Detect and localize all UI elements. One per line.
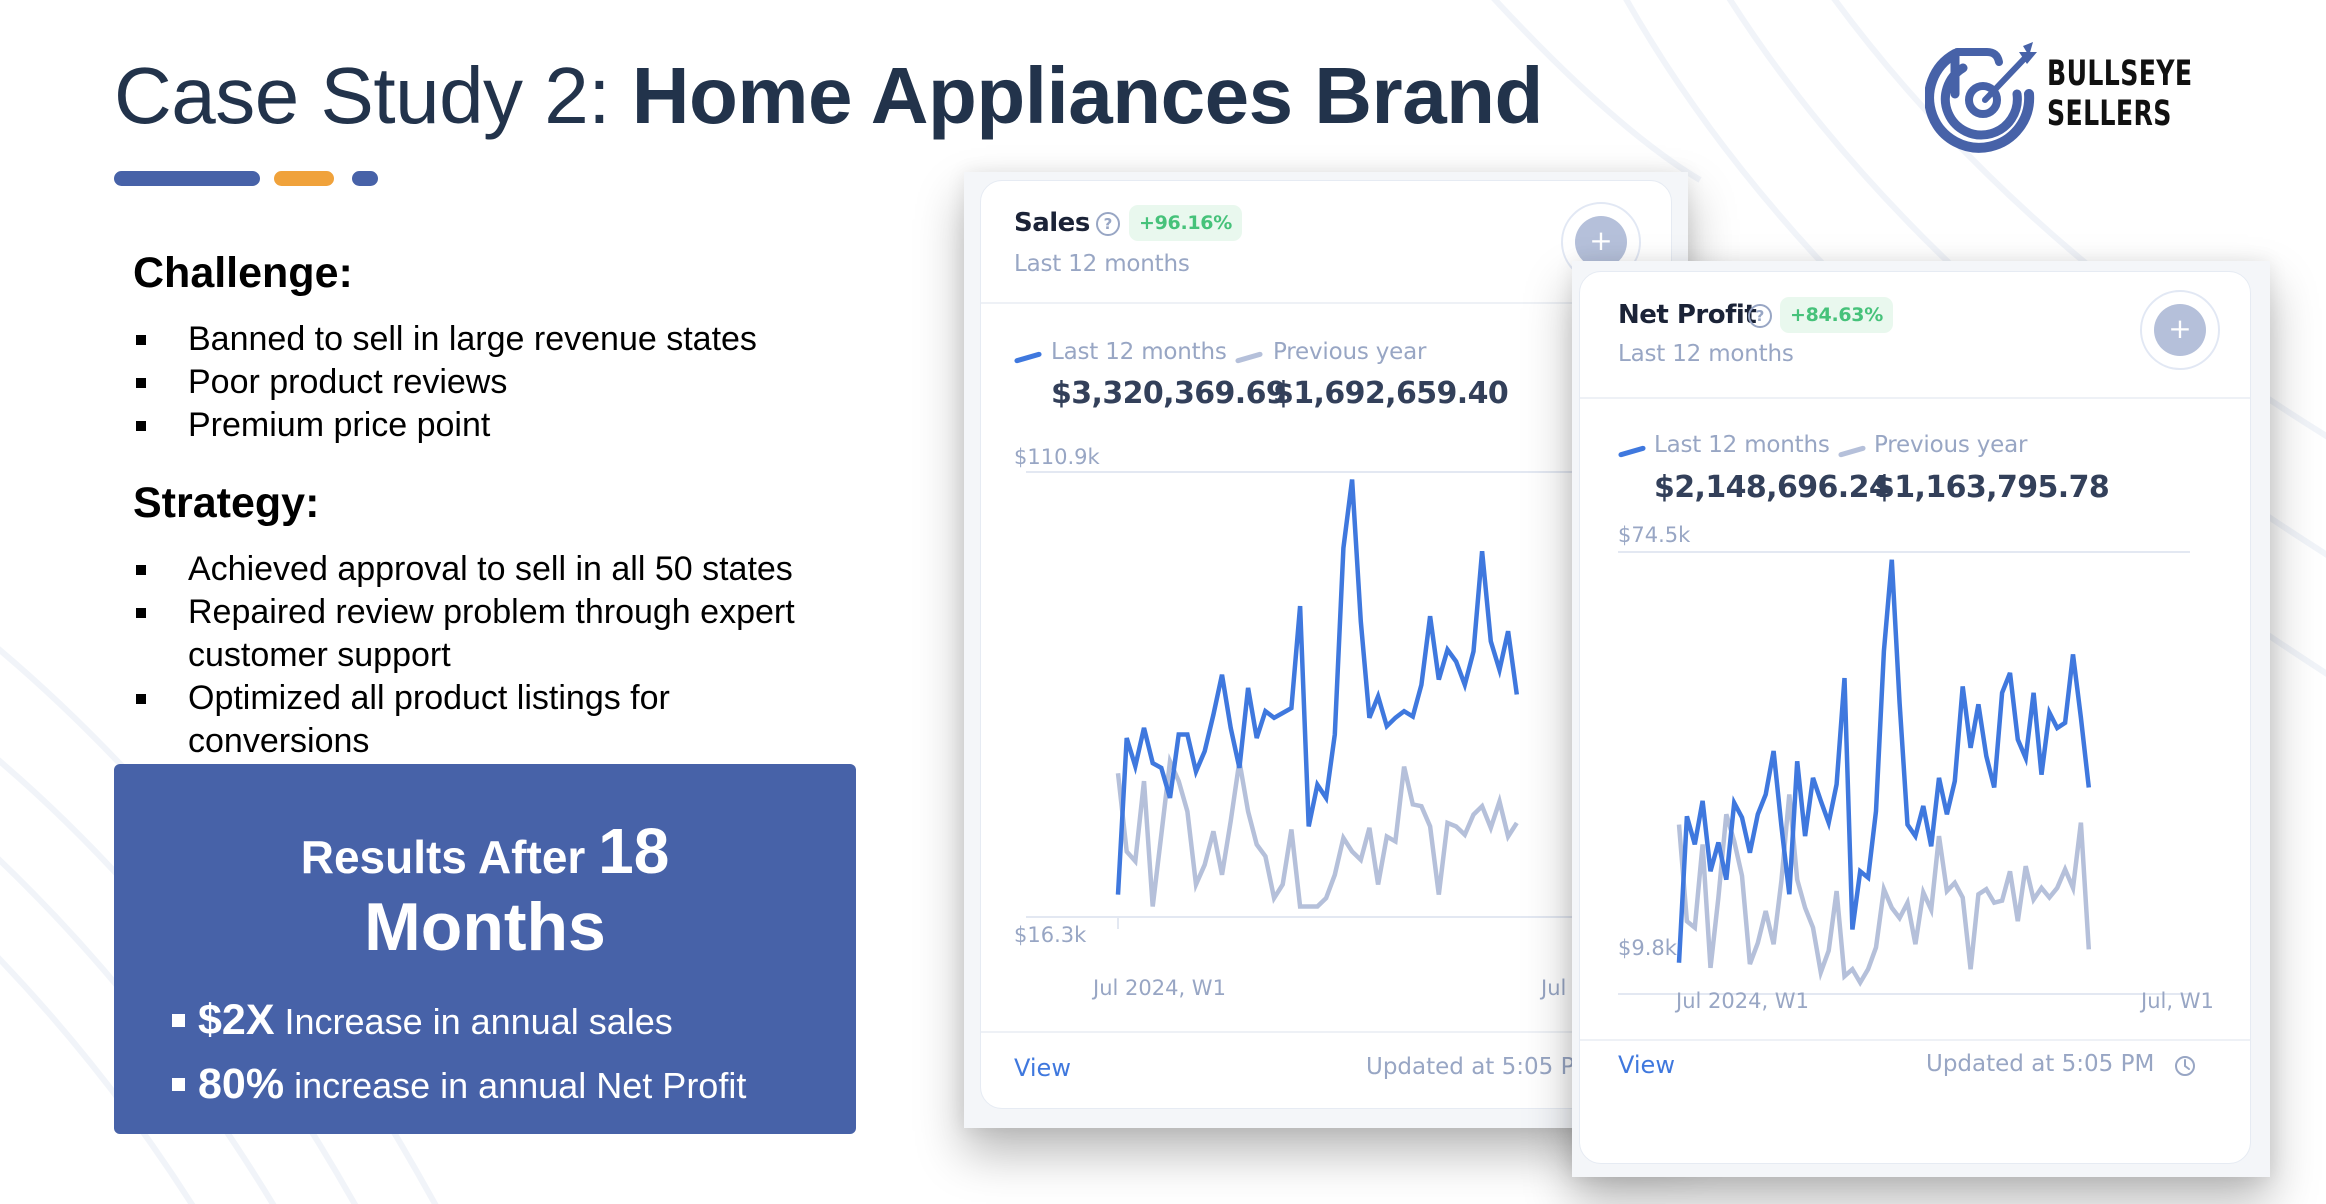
accent-bar-3 <box>352 171 378 186</box>
view-link[interactable]: View <box>1618 1051 1675 1079</box>
results-heading-months: Months <box>364 889 606 965</box>
results-box: Results After 18 Months $2X Increase in … <box>114 764 856 1134</box>
change-badge: +84.63% <box>1780 297 1893 333</box>
x-axis-start-label: Jul 2024, W1 <box>1093 976 1226 1000</box>
x-axis-end-label: Jul <box>1541 976 1567 1000</box>
series-line-previous-year <box>1115 752 1519 909</box>
logo-line-2: SELLERS <box>2047 94 2172 134</box>
net-profit-panel: Net Profit ? +84.63% Last 12 months + La… <box>1572 261 2270 1177</box>
updated-timestamp: Updated at 5:05 PM <box>1366 1054 1595 1080</box>
result-item: $2X Increase in annual sales <box>172 989 746 1053</box>
list-item: Premium price point <box>133 404 873 447</box>
footer-divider <box>981 1031 1671 1033</box>
legend-value-current: $3,320,369.69 <box>1051 376 1287 411</box>
change-badge: +96.16% <box>1129 205 1242 241</box>
help-icon[interactable]: ? <box>1748 304 1772 328</box>
legend-label-previous: Previous year <box>1874 432 2028 458</box>
list-item: Poor product reviews <box>133 361 873 404</box>
header-divider <box>981 302 1671 304</box>
title-prefix: Case Study 2: <box>114 51 632 140</box>
result-highlight: 80% <box>198 1060 285 1108</box>
sales-line-chart[interactable] <box>981 181 1671 1011</box>
list-item: Banned to sell in large revenue states <box>133 318 873 361</box>
legend-value-current: $2,148,696.24 <box>1654 470 1890 505</box>
result-text: increase in annual Net Profit <box>284 1065 747 1106</box>
challenge-list: Banned to sell in large revenue states P… <box>133 318 873 447</box>
list-item: Repaired review problem through expert c… <box>133 591 808 677</box>
y-axis-min-label: $16.3k <box>1014 923 1087 947</box>
net-profit-title: Net Profit <box>1618 300 1757 330</box>
y-axis-max-label: $74.5k <box>1618 523 1691 547</box>
result-text: Increase in annual sales <box>274 1001 673 1042</box>
add-widget-button[interactable]: + <box>2140 290 2220 370</box>
view-link[interactable]: View <box>1014 1054 1071 1082</box>
legend-label-current: Last 12 months <box>1654 432 1830 458</box>
series-line-last-12-months <box>1676 559 2092 963</box>
list-item: Achieved approval to sell in all 50 stat… <box>133 548 853 591</box>
result-highlight: $2X <box>198 996 275 1044</box>
legend-value-previous: $1,163,795.78 <box>1874 470 2110 505</box>
plus-icon: + <box>1575 216 1627 268</box>
strategy-heading: Strategy: <box>133 479 320 527</box>
list-item: Optimized all product listings for conve… <box>133 677 748 763</box>
sales-title: Sales <box>1014 208 1090 238</box>
accent-bar-1 <box>114 171 260 186</box>
page-title: Case Study 2: Home Appliances Brand <box>114 46 1543 146</box>
header-divider <box>1580 397 2250 399</box>
results-heading-prefix: Results After <box>300 831 599 883</box>
plus-icon: + <box>2154 304 2206 356</box>
series-line-previous-year <box>1676 794 2092 988</box>
x-axis-end-label: Jul, W1 <box>2141 989 2214 1013</box>
title-emphasis: Home Appliances Brand <box>631 51 1544 140</box>
legend-value-previous: $1,692,659.40 <box>1273 376 1509 411</box>
clock-icon <box>2175 1056 2195 1076</box>
challenge-heading: Challenge: <box>133 249 353 297</box>
period-label: Last 12 months <box>1618 341 1794 367</box>
updated-timestamp: Updated at 5:05 PM <box>1926 1051 2155 1077</box>
logo-wordmark: BULLSEYE SELLERS <box>2047 54 2192 134</box>
sales-panel: Sales ? +96.16% Last 12 months + Last 12… <box>964 172 1688 1128</box>
bullseye-sellers-logo: BULLSEYE SELLERS <box>1925 38 2195 154</box>
net-profit-card: Net Profit ? +84.63% Last 12 months + La… <box>1579 271 2251 1164</box>
results-list: $2X Increase in annual sales 80% increas… <box>172 989 746 1117</box>
legend-label-previous: Previous year <box>1273 339 1427 365</box>
help-icon[interactable]: ? <box>1096 212 1120 236</box>
y-axis-max-label: $110.9k <box>1014 445 1100 469</box>
x-axis-start-label: Jul 2024, W1 <box>1676 989 1809 1013</box>
results-heading: Results After 18 <box>114 816 856 892</box>
result-item: 80% increase in annual Net Profit <box>172 1053 746 1117</box>
strategy-list: Achieved approval to sell in all 50 stat… <box>133 548 853 763</box>
legend-label-current: Last 12 months <box>1051 339 1227 365</box>
accent-bar-2 <box>274 171 334 186</box>
bullseye-target-icon <box>1925 42 2037 153</box>
results-heading-number: 18 <box>598 815 670 887</box>
net-profit-line-chart[interactable] <box>1580 272 2250 1032</box>
logo-line-1: BULLSEYE <box>2047 54 2193 94</box>
period-label: Last 12 months <box>1014 251 1190 277</box>
y-axis-min-label: $9.8k <box>1618 936 1677 960</box>
footer-divider <box>1580 1039 2250 1041</box>
sales-card: Sales ? +96.16% Last 12 months + Last 12… <box>980 180 1672 1109</box>
series-line-last-12-months <box>1115 479 1520 895</box>
